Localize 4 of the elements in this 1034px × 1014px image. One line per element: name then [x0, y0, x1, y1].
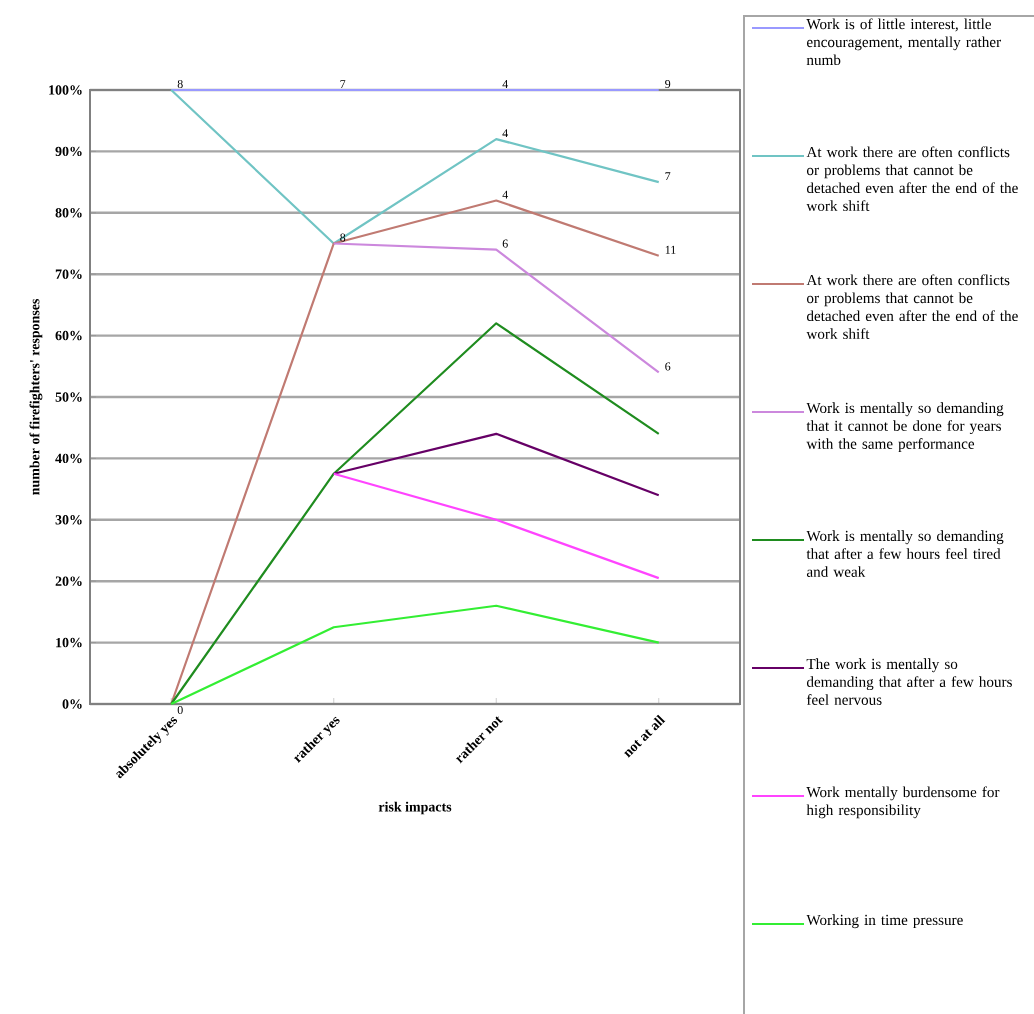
line-series [170, 322, 660, 706]
line-series [170, 604, 660, 706]
line-series [170, 199, 660, 706]
line-series [170, 88, 660, 245]
